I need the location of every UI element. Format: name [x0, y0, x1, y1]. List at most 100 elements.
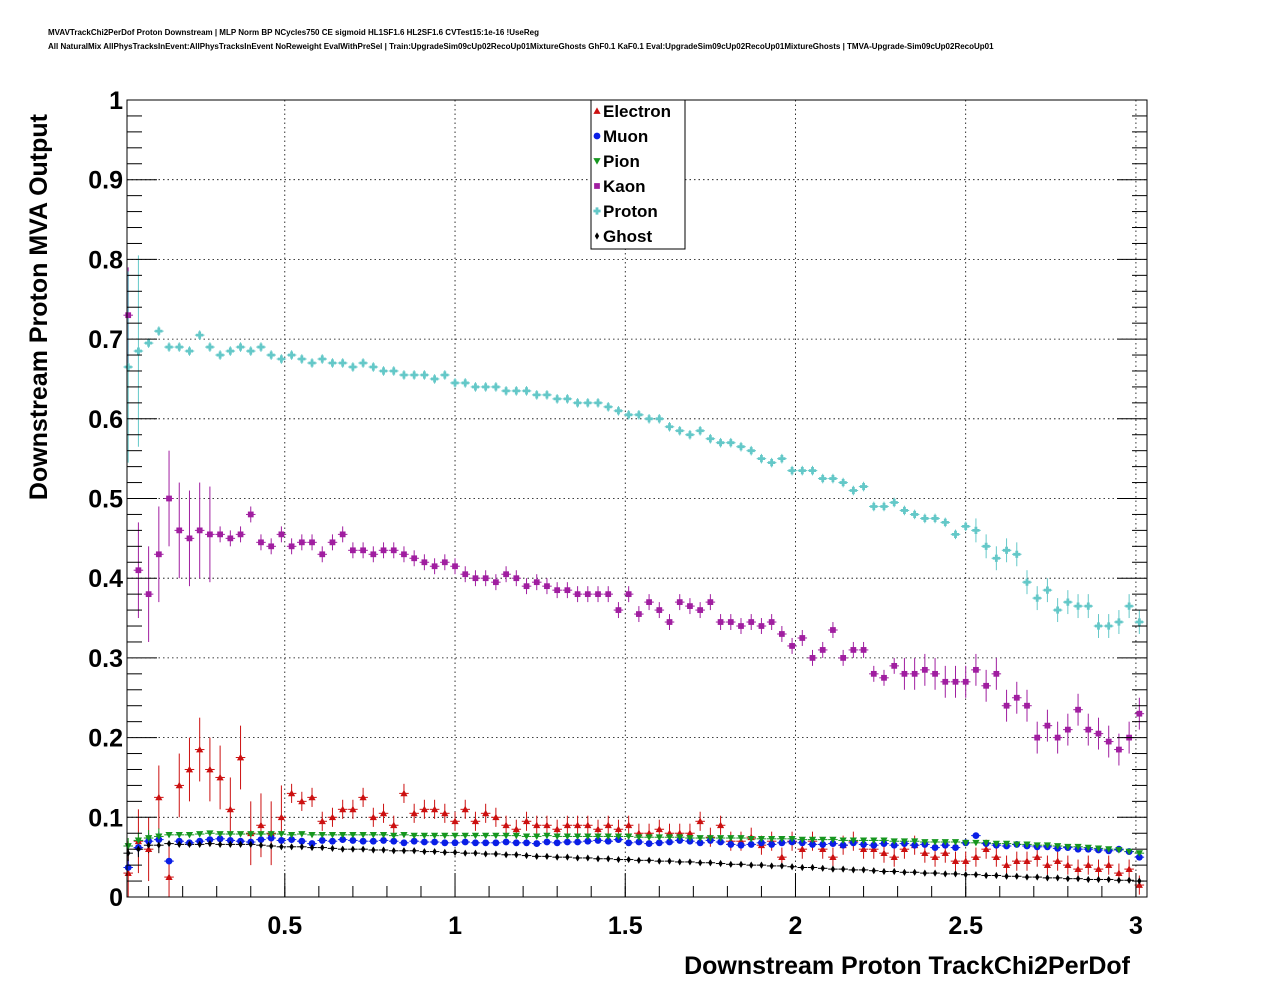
data-point-ghost: [166, 840, 172, 848]
data-point-kaon: [1105, 738, 1112, 745]
data-point-muon: [553, 839, 561, 847]
data-point-kaon: [574, 591, 581, 598]
data-point-proton: [870, 502, 878, 511]
data-point-ghost: [1086, 875, 1091, 884]
data-point-muon: [349, 836, 357, 844]
data-point-electron: [522, 817, 531, 825]
y-tick-label: 0.5: [88, 486, 123, 514]
data-point-proton: [206, 343, 214, 351]
data-point-ghost: [258, 841, 264, 849]
data-point-pion: [267, 831, 275, 838]
data-point-kaon: [278, 531, 285, 538]
data-point-ghost: [279, 843, 284, 851]
data-point-pion: [757, 835, 766, 843]
data-point-electron: [880, 849, 888, 857]
data-point-muon: [584, 837, 592, 845]
data-point-ghost: [830, 865, 836, 873]
data-point-ghost: [422, 847, 427, 856]
data-point-ghost: [871, 867, 876, 875]
data-point-pion: [686, 835, 694, 842]
data-point-electron: [145, 845, 153, 853]
x-tick-label: 1.5: [608, 912, 643, 940]
data-point-electron: [962, 857, 970, 865]
data-point-pion: [880, 837, 888, 845]
data-point-muon: [369, 837, 377, 845]
data-point-muon: [655, 839, 663, 847]
data-point-proton: [665, 423, 674, 431]
data-point-pion: [911, 838, 919, 845]
data-point-kaon: [1064, 726, 1071, 733]
data-point-electron: [553, 825, 561, 833]
data-point-pion: [226, 831, 234, 838]
data-point-proton: [451, 379, 459, 387]
data-point-proton: [1115, 618, 1123, 626]
data-point-electron: [951, 857, 960, 865]
y-tick-label: 0.3: [88, 645, 123, 673]
error-bars: [123, 255, 1145, 897]
data-point-electron: [390, 821, 398, 829]
data-point-pion: [573, 833, 582, 841]
data-point-proton: [951, 530, 960, 538]
data-point-pion: [533, 833, 541, 841]
data-point-pion: [185, 831, 194, 839]
data-point-proton: [982, 542, 990, 550]
data-point-kaon: [247, 511, 254, 518]
data-point-proton: [1074, 602, 1082, 610]
data-point-proton: [1054, 606, 1062, 614]
data-point-muon: [533, 840, 541, 848]
data-point-muon: [288, 836, 296, 844]
data-point-kaon: [891, 662, 898, 669]
data-point-kaon: [441, 559, 448, 566]
data-point-electron: [451, 817, 459, 825]
data-point-ghost: [177, 840, 182, 848]
data-point-pion: [788, 835, 796, 843]
data-point-kaon: [901, 670, 908, 677]
data-point-kaon: [329, 539, 336, 546]
data-point-muon: [645, 840, 653, 848]
data-point-kaon: [605, 591, 612, 598]
data-point-muon: [809, 840, 816, 848]
data-point-proton: [420, 371, 428, 379]
data-point-muon: [226, 836, 234, 844]
data-point-muon: [502, 838, 510, 846]
data-point-proton: [134, 347, 143, 355]
data-point-electron: [890, 853, 898, 861]
data-point-pion: [737, 835, 745, 842]
data-point-proton: [431, 375, 439, 383]
data-point-muon: [461, 838, 469, 846]
data-point-muon: [482, 839, 490, 847]
data-point-kaon: [288, 543, 295, 550]
data-point-ghost: [943, 870, 948, 878]
data-point-pion: [839, 837, 847, 845]
data-point-electron: [972, 853, 980, 861]
data-point-proton: [543, 391, 551, 399]
data-point-ghost: [789, 863, 795, 871]
data-point-electron: [573, 821, 582, 829]
data-point-kaon: [911, 670, 918, 677]
data-point-muon: [390, 837, 398, 845]
data-point-pion: [1023, 841, 1031, 848]
data-point-proton: [992, 554, 1000, 562]
data-point-proton: [941, 518, 949, 527]
data-point-muon: [839, 841, 847, 849]
legend-marker-muon: [593, 132, 601, 140]
data-point-pion: [655, 834, 663, 841]
data-point-kaon: [748, 619, 755, 625]
data-point-electron: [921, 849, 929, 857]
data-point-ghost: [483, 850, 488, 858]
data-point-kaon: [768, 619, 775, 625]
data-point-ghost: [902, 868, 907, 876]
data-point-kaon: [625, 591, 632, 598]
data-point-kaon: [258, 539, 264, 546]
legend-marker-kaon: [594, 183, 600, 189]
data-point-pion: [992, 840, 1000, 848]
data-point-proton: [676, 427, 684, 435]
data-point-pion: [379, 831, 388, 839]
data-point-ghost: [381, 846, 386, 854]
data-point-pion: [778, 835, 786, 843]
legend-marker-ghost: [594, 232, 600, 240]
axis-ticks: [127, 99, 1147, 898]
data-point-kaon: [595, 591, 601, 598]
data-point-proton: [1094, 622, 1103, 630]
data-point-proton: [1135, 618, 1143, 626]
